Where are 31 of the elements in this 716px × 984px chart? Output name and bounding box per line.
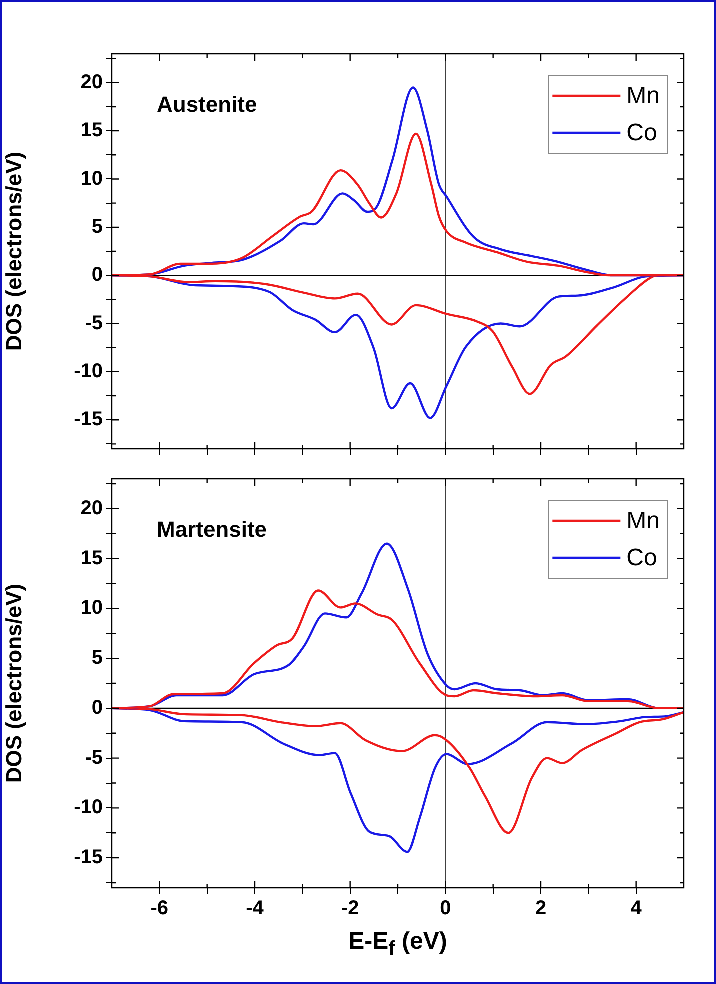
y-tick-label: 10 <box>80 168 103 190</box>
y-tick-label: -15 <box>74 846 103 869</box>
y-tick-label: -10 <box>74 796 103 819</box>
y-tick-label: 20 <box>80 71 103 94</box>
y-tick-label: -5 <box>85 312 103 334</box>
y-tick-label: 0 <box>92 264 103 286</box>
y-tick-label: 15 <box>80 547 103 570</box>
legend-label: Co <box>626 544 658 572</box>
y-tick-label: 5 <box>92 216 103 238</box>
y-tick-label: 20 <box>80 497 103 520</box>
y-axis-title: DOS (electrons/eV) <box>1 152 26 352</box>
legend-label: Co <box>626 120 658 147</box>
x-tick-label: 4 <box>630 898 643 920</box>
y-tick-label: 5 <box>92 647 103 670</box>
y-tick-label: 15 <box>80 120 103 142</box>
y-axis-title: DOS (electrons/eV) <box>1 584 26 784</box>
y-tick-label: 0 <box>92 696 103 719</box>
x-tick-label: 0 <box>440 898 452 920</box>
y-tick-label: -10 <box>74 360 103 382</box>
x-tick-label: -4 <box>246 898 265 920</box>
y-tick-label: -15 <box>74 408 103 431</box>
annotation: Austenite <box>157 92 258 118</box>
x-tick-label: 2 <box>535 898 547 920</box>
y-tick-label: -5 <box>85 746 103 769</box>
x-axis-title: E-E$_{f}$ (eV) <box>348 928 448 961</box>
legend-label: Mn <box>626 508 660 535</box>
annotation: Martensite <box>157 517 268 542</box>
x-tick-label: -2 <box>341 898 360 920</box>
y-tick-label: 10 <box>80 597 103 620</box>
x-tick-label: -6 <box>150 898 169 920</box>
legend-label: Mn <box>626 82 660 110</box>
